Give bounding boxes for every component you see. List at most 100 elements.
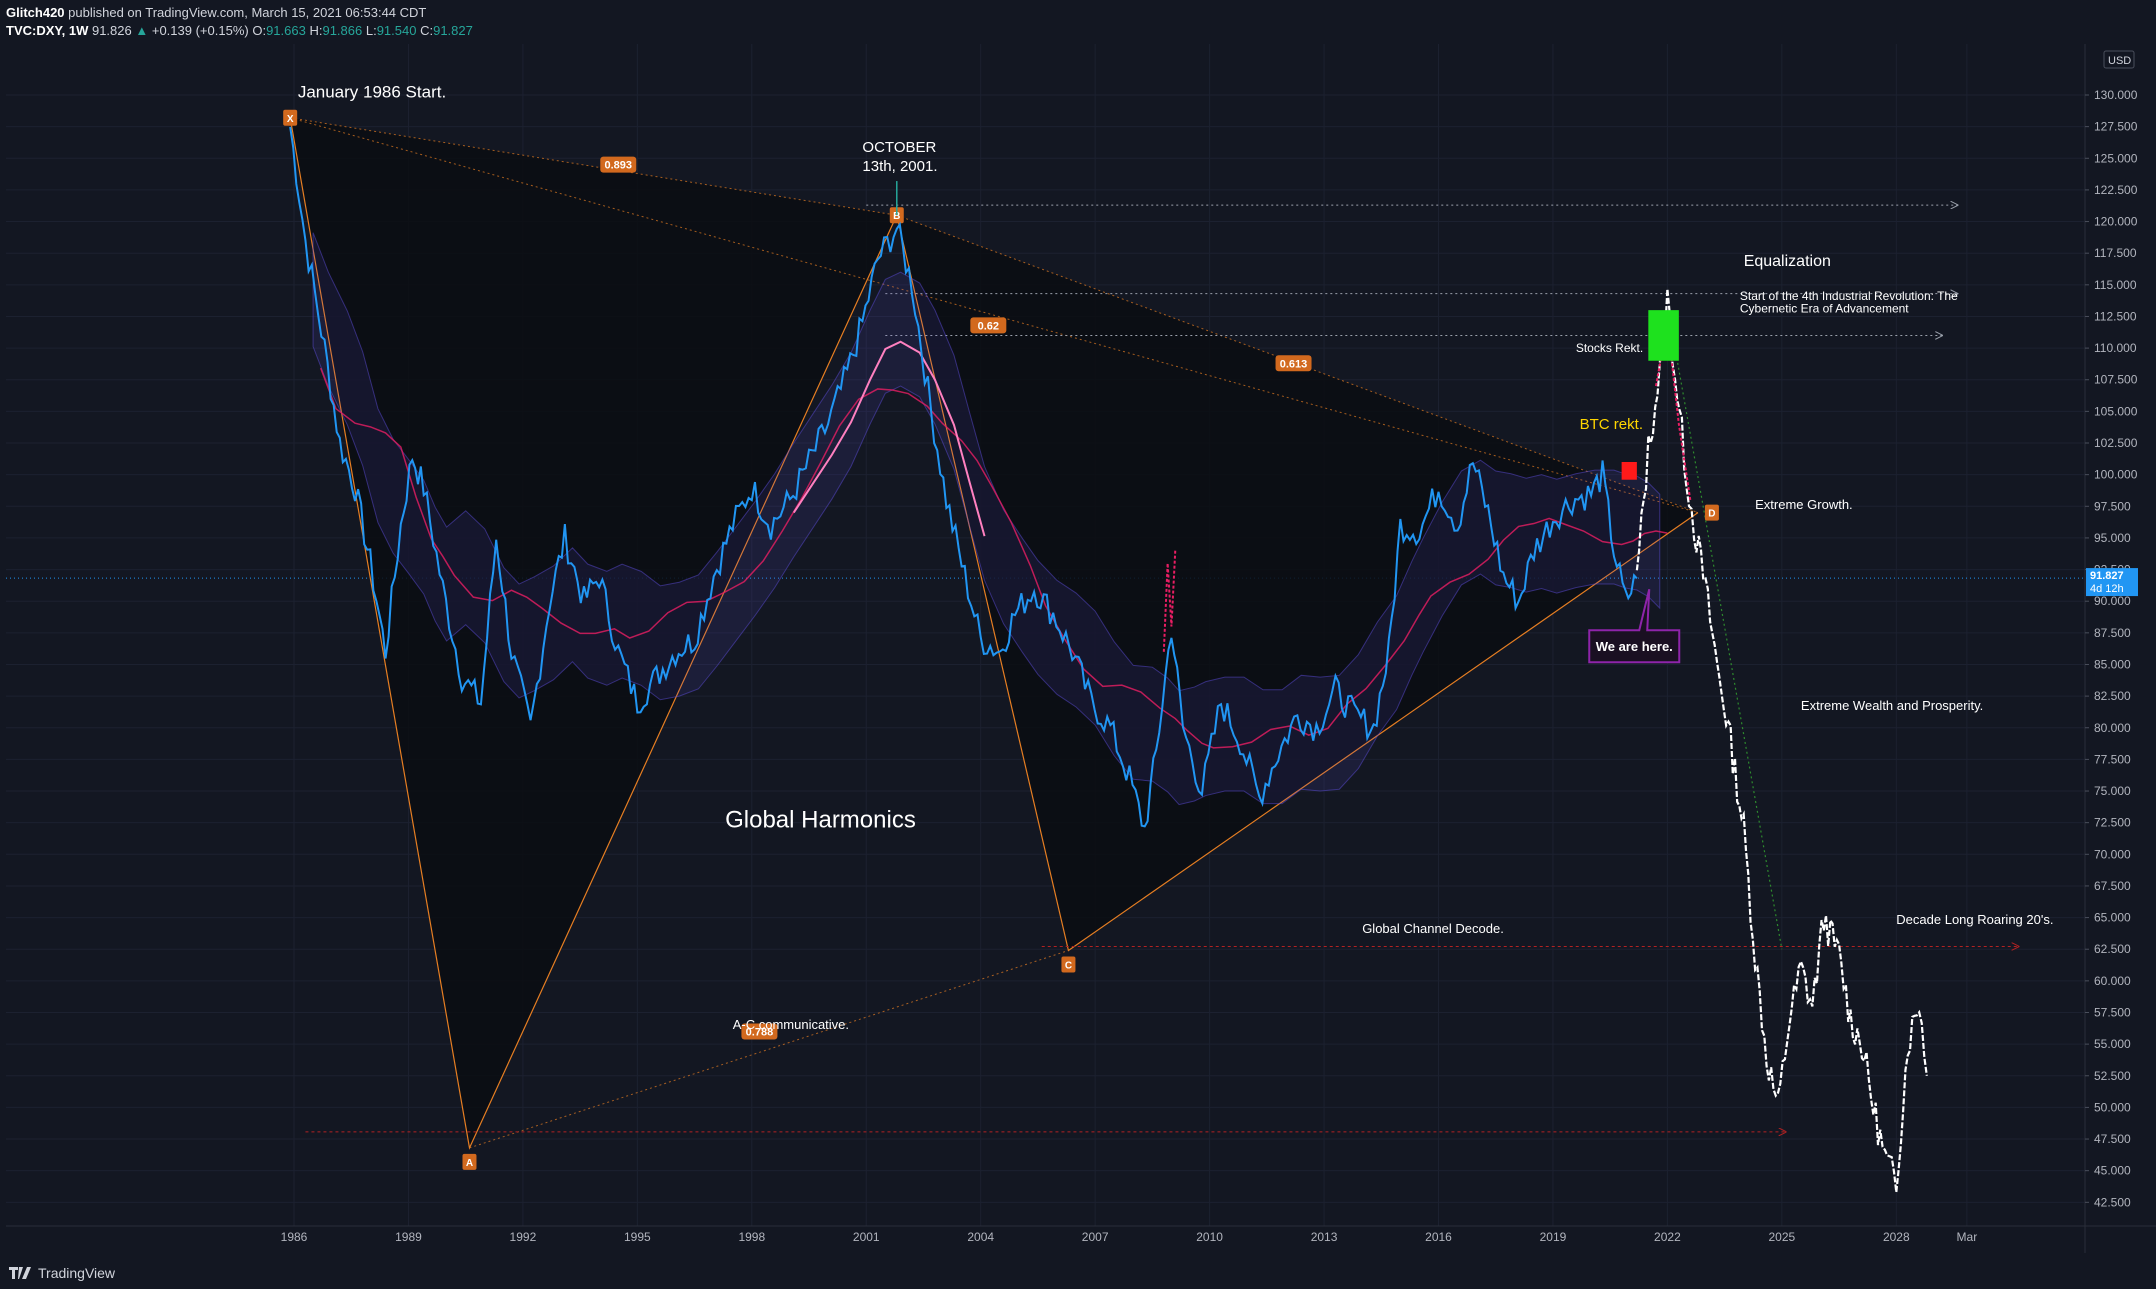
high-label: H: bbox=[309, 23, 323, 38]
annotation-text: A-C communicative. bbox=[733, 1017, 849, 1032]
x-tick-label: 2007 bbox=[1082, 1230, 1109, 1244]
y-tick-label: 97.500 bbox=[2094, 499, 2131, 513]
y-tick-label: 47.500 bbox=[2094, 1132, 2131, 1146]
annotations: January 1986 Start. OCTOBER 13th, 2001. Glo… bbox=[298, 83, 2054, 1032]
author-name[interactable]: Glitch420 bbox=[6, 5, 65, 20]
currency-label: USD bbox=[2108, 55, 2131, 67]
annotation-text: Stocks Rekt. bbox=[1576, 341, 1643, 355]
annotation-text: BTC rekt. bbox=[1580, 416, 1643, 433]
y-tick-label: 55.000 bbox=[2094, 1037, 2131, 1051]
close-value: 91.827 bbox=[433, 23, 473, 38]
y-tick-label: 115.000 bbox=[2094, 278, 2137, 292]
footer: TradingView bbox=[8, 1265, 115, 1281]
ratio-label: 0.613 bbox=[1280, 358, 1308, 370]
point-badge-c bbox=[1061, 956, 1076, 973]
last-price: 91.826 bbox=[91, 23, 132, 38]
green-box bbox=[1648, 310, 1679, 361]
annotation-text: Global Harmonics bbox=[725, 807, 916, 834]
high-value: 91.866 bbox=[322, 23, 363, 38]
ratio-label: 0.893 bbox=[605, 160, 633, 172]
projection-line bbox=[1635, 288, 1928, 1193]
brand-name[interactable]: TradingView bbox=[38, 1265, 116, 1281]
y-tick-label: 125.000 bbox=[2094, 151, 2138, 165]
y-tick-label: 100.000 bbox=[2094, 468, 2138, 482]
annotation-text: Start of the 4th Industrial Revolution: … bbox=[1740, 289, 1958, 303]
annotation-text: Extreme Wealth and Prosperity. bbox=[1801, 698, 1983, 713]
change-arrow-icon: ▲ bbox=[135, 23, 149, 38]
y-tick-label: 75.000 bbox=[2094, 784, 2131, 798]
x-tick-label: 2025 bbox=[1768, 1230, 1795, 1244]
ratio-label: 0.62 bbox=[978, 320, 999, 332]
close-label: C: bbox=[420, 23, 434, 38]
annotation-text: 13th, 2001. bbox=[862, 158, 937, 175]
x-tick-label: 2004 bbox=[967, 1230, 994, 1244]
y-tick-label: 122.500 bbox=[2094, 183, 2138, 197]
x-tick-label: 2016 bbox=[1425, 1230, 1452, 1244]
countdown-label: 4d 12h bbox=[2090, 583, 2124, 595]
y-tick-label: 82.500 bbox=[2094, 689, 2131, 703]
y-tick-label: 85.000 bbox=[2094, 657, 2131, 671]
y-tick-label: 127.500 bbox=[2094, 120, 2138, 134]
y-tick-label: 95.000 bbox=[2094, 531, 2131, 545]
last-price-tag bbox=[2086, 568, 2138, 597]
point-label-c: C bbox=[1065, 960, 1072, 971]
time-axis: 1986 1989 1992 1995 1998 2001 2004 2007 2010 2013… bbox=[6, 1225, 2156, 1244]
y-tick-label: 72.500 bbox=[2094, 816, 2131, 830]
tradingview-logo-icon[interactable] bbox=[8, 1265, 32, 1281]
annotation-text: Global Channel Decode. bbox=[1362, 921, 1504, 936]
y-tick-label: 102.500 bbox=[2094, 436, 2138, 450]
ac-dotted bbox=[469, 950, 1069, 1149]
change-value: +0.139 (+0.15%) bbox=[151, 23, 249, 38]
x-tick-label: 1998 bbox=[738, 1230, 765, 1244]
moving-average-red bbox=[320, 367, 1668, 749]
x-tick-label: 2001 bbox=[853, 1230, 880, 1244]
ratio-badge bbox=[741, 1023, 778, 1040]
y-tick-label: 87.500 bbox=[2094, 626, 2131, 640]
projection-guide bbox=[1674, 347, 1783, 950]
y-tick-label: 105.000 bbox=[2094, 404, 2138, 418]
ratio-label: 0.788 bbox=[746, 1026, 774, 1038]
annotation-text: Extreme Growth. bbox=[1755, 497, 1853, 512]
indicator-bands bbox=[312, 232, 1668, 806]
annotation-text: Equalization bbox=[1744, 253, 1831, 270]
currency-badge bbox=[2103, 50, 2135, 69]
point-badge-d bbox=[1704, 504, 1719, 521]
y-tick-label: 90.000 bbox=[2094, 594, 2131, 608]
moving-average-pink bbox=[792, 340, 986, 537]
x-tick-label: 2022 bbox=[1654, 1230, 1681, 1244]
y-tick-label: 57.500 bbox=[2094, 1005, 2131, 1019]
x-tick-label: 1992 bbox=[510, 1230, 537, 1244]
annotation-text: Decade Long Roaring 20's. bbox=[1896, 912, 2053, 927]
last-price-label: 91.827 bbox=[2090, 570, 2124, 582]
x-tick-label: 1989 bbox=[395, 1230, 422, 1244]
low-value: 91.540 bbox=[376, 23, 417, 38]
spike-2008 bbox=[1162, 550, 1177, 652]
publish-info: published on TradingView.com, March 15, … bbox=[68, 5, 427, 20]
symbol-label[interactable]: TVC:DXY, 1W bbox=[6, 23, 89, 38]
y-tick-label: 45.000 bbox=[2094, 1164, 2131, 1178]
low-label: L: bbox=[365, 23, 377, 38]
ratio-badge bbox=[600, 156, 637, 173]
y-tick-label: 42.500 bbox=[2094, 1195, 2131, 1209]
point-label-d: D bbox=[1708, 509, 1715, 520]
point-label-b: B bbox=[893, 211, 900, 222]
open-value: 91.663 bbox=[266, 23, 306, 38]
y-tick-label: 77.500 bbox=[2094, 752, 2131, 766]
callout-bubble bbox=[1588, 588, 1681, 664]
ratio-badge bbox=[1275, 355, 1312, 372]
callout-text: We are here. bbox=[1596, 639, 1673, 654]
y-tick-label: 60.000 bbox=[2094, 974, 2131, 988]
x-tick-label: Mar bbox=[1957, 1230, 1978, 1244]
y-tick-label: 107.500 bbox=[2094, 373, 2138, 387]
x-tick-label: 2028 bbox=[1883, 1230, 1910, 1244]
price-axis: 130.000 127.500 125.000 122.500 120.000 117.5… bbox=[2084, 44, 2138, 1253]
ratio-badge bbox=[970, 317, 1007, 334]
dxy-price-line bbox=[289, 126, 1638, 828]
y-tick-label: 62.500 bbox=[2094, 942, 2131, 956]
point-label-x: X bbox=[287, 114, 294, 125]
y-tick-label: 130.000 bbox=[2094, 88, 2138, 102]
point-badge-a bbox=[462, 1153, 477, 1170]
annotation-text: Cybernetic Era of Advancement bbox=[1740, 302, 1909, 316]
open-label: O: bbox=[252, 23, 267, 38]
